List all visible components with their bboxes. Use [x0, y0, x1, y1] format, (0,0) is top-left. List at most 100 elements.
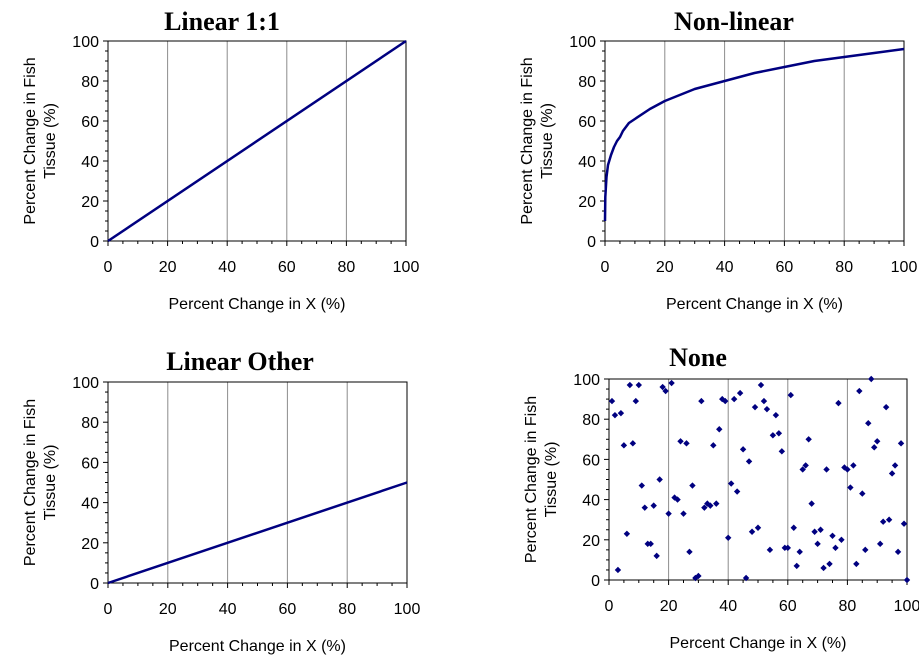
data-point [888, 470, 896, 477]
data-point [772, 411, 780, 419]
y-axis-label-line: Percent Change in Fish [523, 396, 540, 563]
y-tick-label: 100 [72, 375, 99, 392]
data-point [656, 476, 663, 483]
y-axis-label-line: Percent Change in Fish [519, 57, 536, 224]
y-tick-label: 20 [578, 194, 596, 211]
y-tick-label: 0 [587, 234, 596, 251]
data-point [793, 562, 800, 570]
x-axis-label: Percent Change in X (%) [169, 638, 346, 655]
x-axis-label: Percent Change in X (%) [670, 635, 847, 652]
data-point [838, 536, 845, 543]
data-point [695, 572, 702, 580]
data-point [775, 430, 783, 437]
data-point [865, 420, 872, 427]
data-point [629, 440, 637, 447]
x-axis-label: Percent Change in X (%) [169, 296, 346, 313]
data-point [632, 397, 640, 405]
x-tick-label: 100 [393, 259, 420, 276]
data-point [635, 381, 642, 389]
x-tick-label: 100 [894, 598, 919, 615]
x-tick-label: 40 [218, 259, 236, 276]
y-tick-label: 20 [582, 533, 600, 550]
data-point [847, 484, 854, 491]
data-point [757, 381, 765, 389]
y-tick-label: 80 [81, 415, 99, 432]
chart-title: Non-linear [674, 7, 794, 36]
data-point [730, 395, 738, 403]
x-tick-label: 0 [601, 259, 610, 276]
data-point [665, 510, 672, 517]
data-point [823, 466, 830, 473]
y-axis-label-line: Percent Change in Fish [22, 399, 39, 566]
data-point [710, 442, 717, 449]
x-tick-label: 60 [779, 598, 797, 615]
y-axis-label-line: Tissue (%) [42, 445, 59, 521]
y-axis-label-line: Tissue (%) [42, 103, 59, 179]
data-point [844, 466, 851, 473]
data-point [701, 504, 708, 511]
data-point [814, 540, 821, 548]
data-point [671, 494, 678, 501]
data-point [638, 482, 645, 489]
y-tick-label: 20 [81, 194, 99, 211]
data-point [760, 397, 768, 405]
data-point [733, 488, 741, 495]
y-tick-label: 40 [578, 154, 596, 171]
x-tick-label: 60 [776, 259, 794, 276]
y-tick-label: 60 [582, 452, 600, 469]
data-point [832, 544, 839, 552]
data-point [763, 405, 771, 413]
data-point [882, 403, 890, 411]
y-tick-label: 40 [582, 493, 600, 510]
data-point [826, 560, 833, 568]
data-point [698, 397, 705, 405]
y-tick-label: 80 [578, 74, 596, 91]
data-point [829, 532, 836, 539]
data-point [868, 375, 875, 383]
y-axis-label-line: Tissue (%) [543, 442, 560, 518]
y-tick-label: 0 [90, 234, 99, 251]
data-point [817, 526, 824, 533]
data-point [754, 524, 762, 531]
data-point [620, 442, 628, 449]
x-tick-label: 60 [279, 601, 297, 618]
data-point [853, 560, 860, 568]
data-point [897, 440, 905, 447]
y-tick-label: 100 [72, 34, 99, 51]
y-tick-label: 0 [90, 576, 99, 593]
y-tick-label: 80 [582, 412, 600, 429]
y-axis-label: Percent Change in Fish Tissue (%) [22, 57, 59, 224]
data-point [662, 387, 669, 395]
data-point [790, 524, 797, 531]
x-tick-label: 80 [835, 259, 853, 276]
chart-panel-linear-other: 0 20 40 60 80 100 0 20 40 60 80 100 Linear Other Perc… [22, 347, 420, 655]
data-point [874, 438, 881, 445]
x-tick-label: 20 [159, 259, 177, 276]
y-tick-label: 40 [81, 154, 99, 171]
y-axis-label-line: Percent Change in Fish [22, 57, 39, 224]
data-point [862, 546, 869, 554]
data-point [748, 528, 756, 535]
x-tick-label: 80 [338, 259, 356, 276]
data-point [894, 548, 902, 556]
x-tick-label: 20 [656, 259, 674, 276]
data-point [653, 552, 660, 560]
y-axis-label: Percent Change in Fish Tissue (%) [523, 396, 560, 563]
data-point [820, 564, 827, 572]
series-line [107, 481, 408, 585]
y-tick-label: 60 [81, 114, 99, 131]
data-point [668, 379, 675, 387]
x-tick-label: 0 [104, 259, 113, 276]
data-point [659, 383, 666, 391]
data-point [856, 387, 863, 395]
data-point [745, 458, 753, 465]
y-axis-label: Percent Change in Fish Tissue (%) [519, 57, 556, 224]
y-tick-label: 60 [578, 114, 596, 131]
data-point [689, 482, 696, 489]
x-tick-label: 40 [219, 601, 237, 618]
data-point [614, 566, 622, 574]
data-point [802, 462, 809, 469]
chart-panel-non-linear: 0 20 40 60 80 100 0 20 40 60 80 100 Non-linear Percen… [519, 7, 917, 313]
data-point [903, 576, 911, 584]
data-point [879, 518, 887, 525]
